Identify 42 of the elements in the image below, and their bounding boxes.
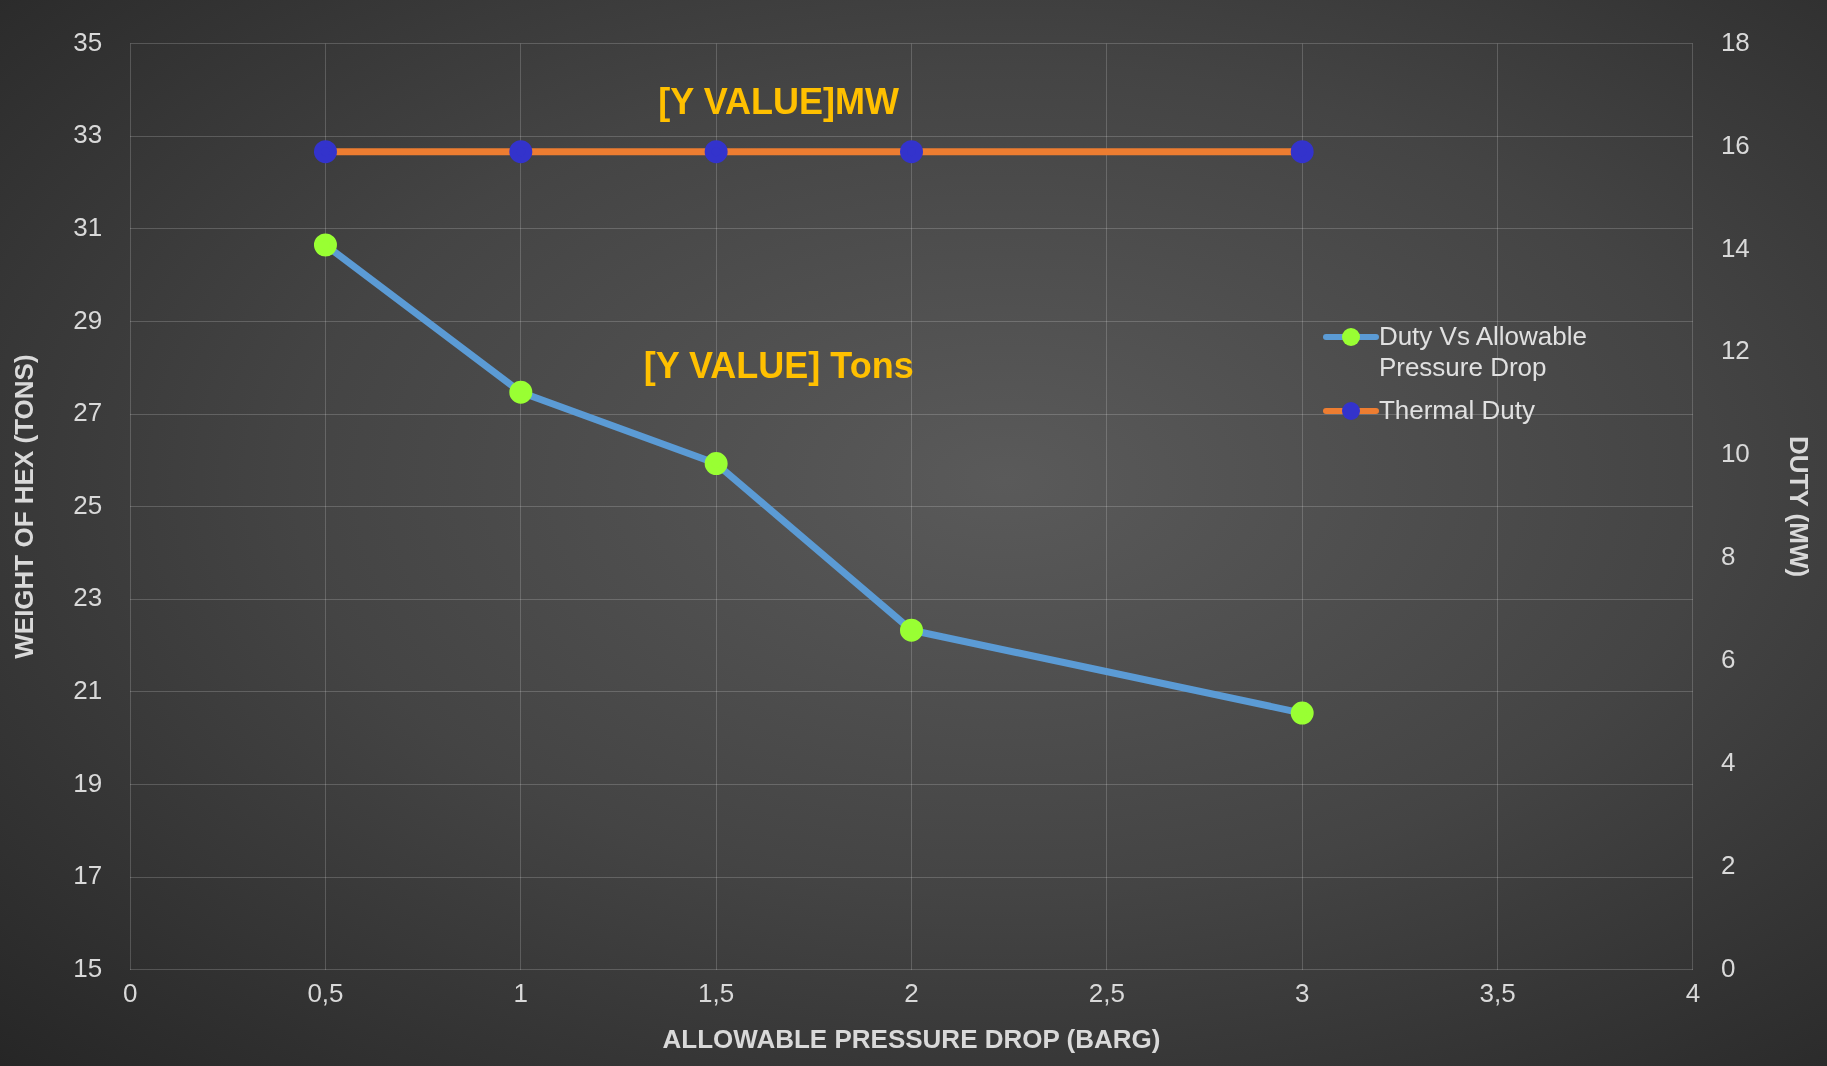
x-tick-label: 1,5 <box>698 978 735 1009</box>
point <box>509 380 533 404</box>
x-axis-title: ALLOWABLE PRESSURE DROP (BARG) <box>662 1023 1161 1054</box>
point <box>900 618 923 642</box>
legend-label: Thermal Duty <box>1378 395 1535 427</box>
y-tick-label: 21 <box>73 674 103 705</box>
y-tick-label: 35 <box>73 26 103 57</box>
y2-tick-label: 18 <box>1720 26 1750 57</box>
y-tick-label: 15 <box>73 952 103 983</box>
point <box>313 233 337 257</box>
y2-tick-label: 16 <box>1720 129 1750 160</box>
x-tick-label: 2 <box>904 978 919 1009</box>
y-tick-label: 27 <box>73 397 103 428</box>
x-tick-label: 0 <box>122 978 138 1009</box>
point <box>1290 701 1314 725</box>
y2-tick-label: 4 <box>1720 746 1736 777</box>
y2-tick-label: 12 <box>1720 335 1750 366</box>
point <box>704 452 728 476</box>
y2-tick-label: 10 <box>1720 438 1750 469</box>
x-tick-label: 3 <box>1294 978 1310 1009</box>
y2-tick-label: 14 <box>1720 232 1750 263</box>
y-tick-label: 33 <box>73 119 103 150</box>
y-tick-label: 19 <box>73 767 103 798</box>
y2-tick-label: 8 <box>1720 541 1736 572</box>
y2-axis-title: DUTY (MW) <box>1784 436 1815 578</box>
y-tick-label: 31 <box>73 211 103 242</box>
x-tick-label: 2,5 <box>1088 978 1125 1009</box>
y2-tick-label: 6 <box>1720 644 1736 675</box>
legend-label: Duty Vs Allowable Pressure Drop <box>1378 321 1588 384</box>
y-tick-label: 17 <box>73 860 103 891</box>
annotation: [Y VALUE]MW <box>658 80 899 122</box>
y-tick-label: 29 <box>73 304 103 335</box>
y2-tick-label: 0 <box>1720 952 1736 983</box>
y-tick-label: 25 <box>73 489 103 520</box>
y2-tick-label: 2 <box>1720 849 1736 880</box>
y-tick-label: 23 <box>73 582 103 613</box>
x-tick-label: 4 <box>1685 978 1701 1009</box>
x-tick-label: 3,5 <box>1479 978 1516 1009</box>
x-tick-label: 0,5 <box>307 978 344 1009</box>
y-axis-title: WEIGHT OF HEX (TONS) <box>8 354 39 659</box>
x-tick-label: 1 <box>513 978 529 1009</box>
annotation: [Y VALUE] Tons <box>643 344 914 386</box>
